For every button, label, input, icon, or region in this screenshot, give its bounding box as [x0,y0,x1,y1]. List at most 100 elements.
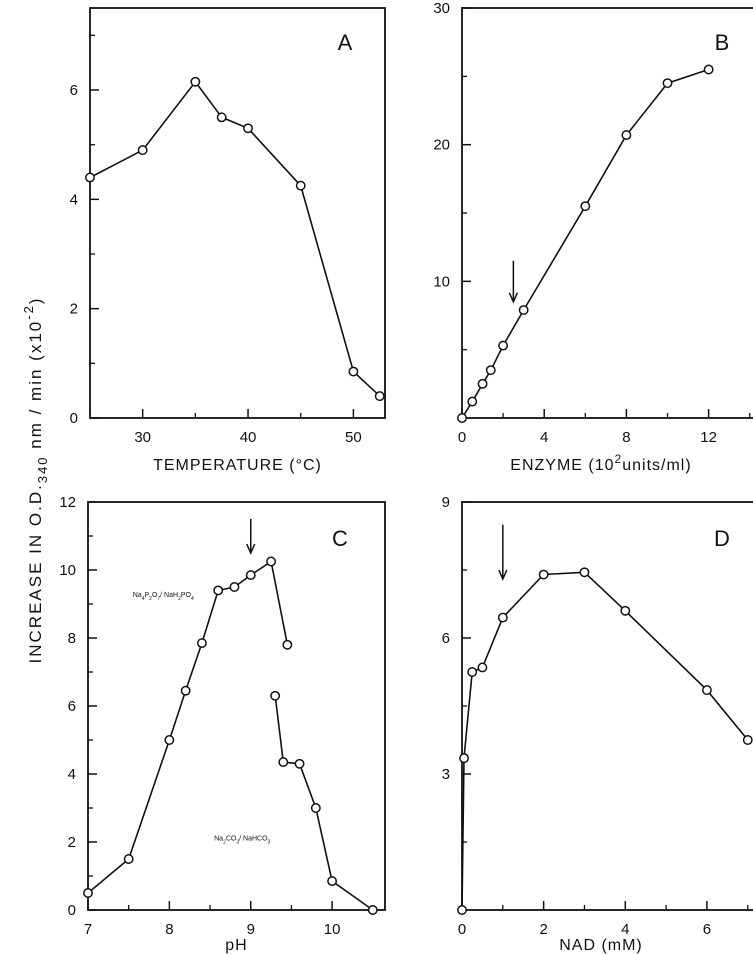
y-tick-label: 6 [70,82,78,99]
data-point [137,145,148,156]
data-point [213,585,224,596]
data-point [457,905,467,915]
data-point [229,582,240,592]
panel-label: C [332,526,348,551]
data-point [621,130,632,141]
data-point [477,662,488,673]
x-tick-label: 8 [622,429,630,446]
x-tick-label: 10 [324,921,341,938]
x-tick-label: 30 [134,429,151,446]
data-point [266,556,277,567]
data-point [662,78,673,89]
y-tick-label: 10 [59,562,76,579]
plot-frame [461,501,753,911]
data-point [457,413,467,423]
data-point [467,667,478,677]
data-point [85,172,95,183]
series-line [274,695,374,911]
plot-frame [89,7,386,419]
buffer-annotation: Na4​P2​O7​/ NaH2​PO4​ [133,592,194,602]
data-point [278,757,289,768]
panel-b: 10 20 30 0 4 8 12 ENZYME (102units/ml) B [433,0,753,474]
x-tick-label: 8 [165,921,173,938]
data-point [180,685,191,696]
y-tick-label: 30 [433,0,450,17]
series-line [89,80,381,397]
data-point [742,735,753,745]
data-point [83,888,93,898]
data-point [367,905,378,915]
x-tick-label: 40 [240,429,257,446]
y-tick-label: 10 [433,273,450,290]
arrow-head [508,292,519,304]
panel-label: B [715,30,730,55]
x-tick-label: 4 [540,429,548,446]
x-tick-label: 50 [345,429,362,446]
data-point [164,735,175,745]
y-tick-label: 2 [70,301,78,318]
buffer-annotation: Na2​CO3​/ NaHCO3​ [214,835,270,845]
x-tick-label: 12 [700,429,717,446]
data-point [538,569,549,580]
series-line [87,560,289,894]
x-tick-label: 0 [458,921,466,938]
data-point [295,180,306,191]
data-point [498,340,509,351]
y-tick-label: 8 [68,630,76,647]
data-point [620,605,631,616]
y-tick-label: 0 [70,410,78,427]
x-axis-title: ENZYME (102units/ml) [510,452,691,474]
y-tick-label: 0 [68,902,76,919]
x-axis-title: pH [225,937,247,954]
series-line [461,571,749,911]
data-point [190,76,201,87]
panel-label: A [338,30,353,55]
y-axis-title: INCREASE IN O.D.340 nm / min (x10-2) [21,297,50,664]
y-tick-label: 6 [68,698,76,715]
data-point [477,378,488,389]
y-tick-label: 4 [70,191,78,208]
panel-label: D [714,526,730,551]
panel-c: 0 2 4 6 8 10 12 7 8 9 10 pH C Na4​P2​O7​/ NaH2​PO4​ Na… [59,494,386,954]
x-tick-label: 6 [703,921,711,938]
data-point [270,690,281,701]
x-tick-label: 2 [539,921,547,938]
data-point [310,803,321,813]
data-point [282,639,293,650]
data-point [374,391,385,402]
data-point [123,854,134,864]
shared-y-axis-label: INCREASE IN O.D.340 nm / min (x10-2) [21,297,50,664]
y-tick-label: 20 [433,137,450,154]
data-point [580,201,591,212]
data-point [497,612,508,623]
arrow-head [498,569,508,581]
data-point [485,365,496,376]
panel-d: 3 6 9 0 2 4 6 NAD (mM) D [442,494,753,954]
x-tick-label: 9 [247,921,255,938]
panel-a: 0 2 4 6 30 40 50 TEMPERATURE (°C) A [70,7,386,474]
x-axis-title: TEMPERATURE (°C) [153,457,322,474]
y-tick-label: 12 [59,494,76,511]
y-tick-label: 9 [442,494,450,511]
y-tick-label: 3 [442,766,450,783]
data-point [348,366,359,377]
series-line [461,68,709,419]
data-point [294,758,305,769]
y-tick-label: 6 [442,630,450,647]
x-axis-title: NAD (mM) [559,937,643,954]
data-point [216,112,227,123]
data-point [459,753,469,764]
data-point [327,876,338,887]
arrow-head [246,543,256,555]
data-point [196,638,207,649]
x-tick-label: 4 [621,921,629,938]
data-point [579,567,590,578]
data-point [518,305,529,315]
x-tick-label: 7 [84,921,92,938]
y-tick-label: 4 [68,766,76,783]
x-tick-label: 0 [458,429,466,446]
data-point [467,396,478,407]
y-tick-label: 2 [68,834,76,851]
data-point [245,570,256,581]
